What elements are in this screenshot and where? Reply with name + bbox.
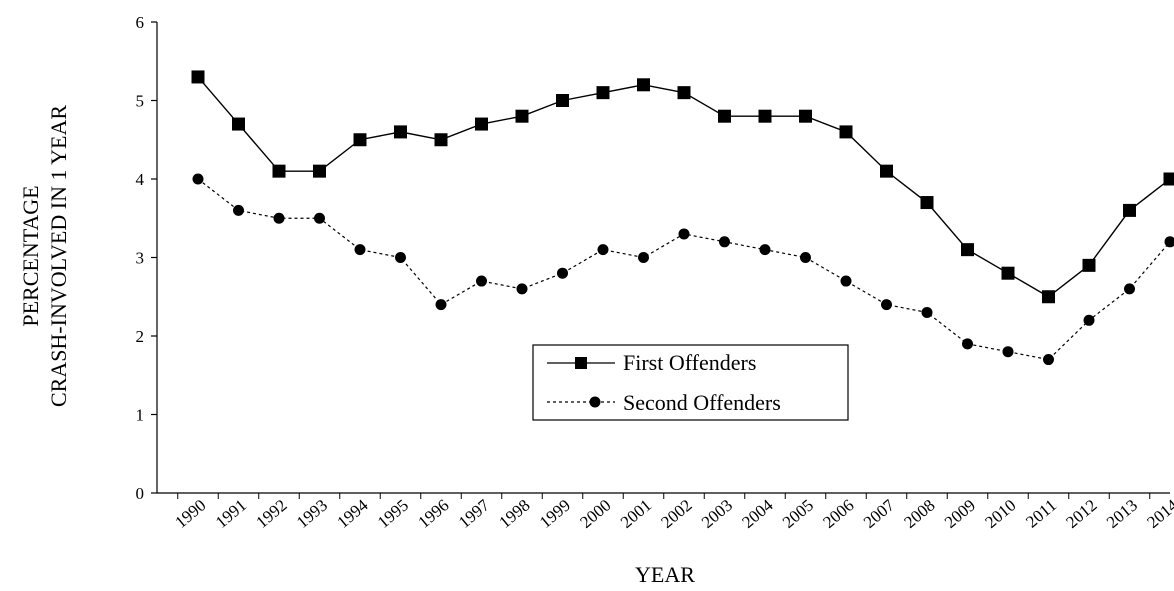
data-point-circle xyxy=(1003,346,1014,357)
x-tick-label: 1990 xyxy=(171,496,209,532)
data-point-square xyxy=(192,70,205,83)
x-tick-label: 1992 xyxy=(252,496,290,532)
data-point-circle xyxy=(274,213,285,224)
data-point-square xyxy=(1123,204,1136,217)
data-point-square xyxy=(840,125,853,138)
x-tick-label: 2010 xyxy=(981,496,1019,532)
data-point-square xyxy=(1002,267,1015,280)
data-point-square xyxy=(313,165,326,178)
data-point-square xyxy=(394,125,407,138)
legend-label-second-offenders: Second Offenders xyxy=(623,390,781,415)
y-tick-label: 4 xyxy=(136,170,145,189)
x-tick-label: 2004 xyxy=(738,495,777,532)
x-tick-label: 1999 xyxy=(536,496,574,532)
data-point-square xyxy=(435,133,448,146)
data-point-square xyxy=(637,78,650,91)
x-tick-label: 2001 xyxy=(617,496,655,532)
x-tick-label: 2009 xyxy=(941,496,979,532)
x-tick-label: 1991 xyxy=(212,496,250,532)
data-point-circle xyxy=(314,213,325,224)
data-point-circle xyxy=(841,276,852,287)
x-tick-label: 1996 xyxy=(414,496,452,532)
x-tick-label: 1993 xyxy=(293,496,331,532)
series-layer xyxy=(192,70,1174,365)
data-point-square xyxy=(759,110,772,123)
series-line-second-offenders xyxy=(198,179,1170,360)
data-point-square xyxy=(880,165,893,178)
data-point-circle xyxy=(355,244,366,255)
data-point-square xyxy=(1083,259,1096,272)
x-tick-label: 2014 xyxy=(1143,495,1174,532)
data-point-circle xyxy=(760,244,771,255)
x-tick-label: 2003 xyxy=(698,496,736,532)
x-tick-label: 1998 xyxy=(495,496,533,532)
y-tick-label: 1 xyxy=(136,406,145,425)
data-point-square xyxy=(516,110,529,123)
y-axis-title-line1: PERCENTAGE xyxy=(18,185,43,326)
data-point-square xyxy=(597,86,610,99)
x-tick-label: 2008 xyxy=(900,496,938,532)
data-point-circle xyxy=(233,205,244,216)
data-point-circle xyxy=(1043,354,1054,365)
x-tick-label: 2011 xyxy=(1022,496,1060,532)
y-tick-label: 2 xyxy=(136,327,145,346)
x-tick-label: 2005 xyxy=(779,496,817,532)
legend-label-first-offenders: First Offenders xyxy=(623,350,756,375)
x-tick-label: 2006 xyxy=(819,496,857,532)
data-point-circle xyxy=(395,252,406,263)
data-point-square xyxy=(961,243,974,256)
y-tick-label: 6 xyxy=(136,13,145,32)
x-tick-label: 2013 xyxy=(1103,496,1141,532)
data-point-circle xyxy=(881,299,892,310)
data-point-circle xyxy=(719,236,730,247)
data-point-circle xyxy=(679,228,690,239)
legend-marker-second-offenders xyxy=(590,397,601,408)
data-point-circle xyxy=(557,268,568,279)
x-axis-title: YEAR xyxy=(635,562,695,586)
y-tick-label: 3 xyxy=(136,249,145,268)
x-tick-label: 2000 xyxy=(576,496,614,532)
data-point-square xyxy=(799,110,812,123)
x-tick-label: 1995 xyxy=(374,496,412,532)
data-point-square xyxy=(718,110,731,123)
data-point-circle xyxy=(436,299,447,310)
legend: First Offenders Second Offenders xyxy=(533,345,848,420)
data-point-square xyxy=(1164,173,1174,186)
data-point-circle xyxy=(638,252,649,263)
x-tick-label: 2002 xyxy=(657,496,695,532)
series-line-first-offenders xyxy=(198,77,1170,297)
y-tick-label: 5 xyxy=(136,92,145,111)
legend-marker-first-offenders xyxy=(575,357,587,369)
data-point-circle xyxy=(800,252,811,263)
data-point-square xyxy=(678,86,691,99)
data-point-circle xyxy=(517,283,528,294)
data-point-square xyxy=(273,165,286,178)
data-point-circle xyxy=(193,174,204,185)
y-tick-label: 0 xyxy=(136,484,145,503)
data-point-circle xyxy=(598,244,609,255)
data-point-circle xyxy=(1124,283,1135,294)
data-point-square xyxy=(556,94,569,107)
x-tick-label: 2007 xyxy=(860,495,899,532)
data-point-square xyxy=(232,118,245,131)
x-tick-label: 2012 xyxy=(1062,496,1100,532)
y-axis-title-line2: CRASH-INVOLVED IN 1 YEAR xyxy=(46,105,71,407)
data-point-square xyxy=(475,118,488,131)
data-point-circle xyxy=(962,338,973,349)
data-point-square xyxy=(921,196,934,209)
data-point-circle xyxy=(922,307,933,318)
data-point-square xyxy=(354,133,367,146)
data-point-square xyxy=(1042,290,1055,303)
x-tick-label: 1994 xyxy=(333,495,372,532)
data-point-circle xyxy=(476,276,487,287)
x-tick-label: 1997 xyxy=(455,495,494,532)
data-point-circle xyxy=(1084,315,1095,326)
